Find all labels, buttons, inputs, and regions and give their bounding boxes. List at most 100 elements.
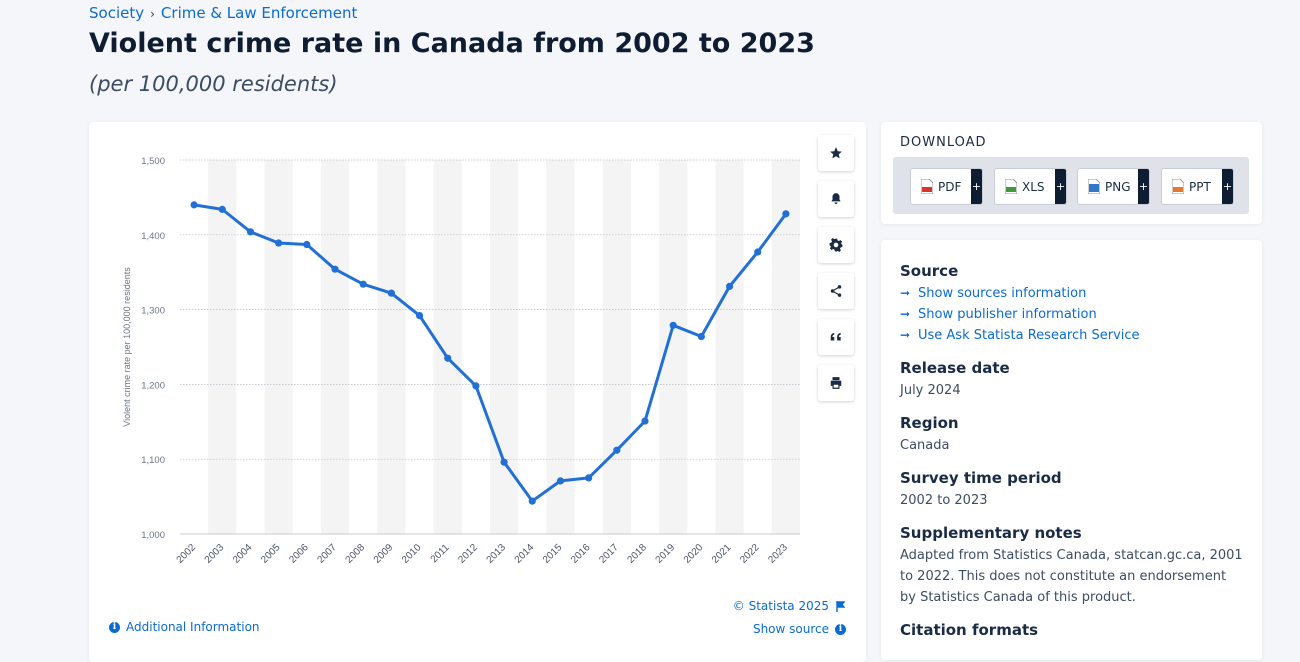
share-icon	[830, 285, 842, 297]
download-png-button[interactable]: PNG +	[1077, 168, 1150, 205]
info-icon: i	[109, 621, 120, 633]
source-heading: Source	[900, 262, 959, 280]
ask-statista-link[interactable]: ➞ Use Ask Statista Research Service	[900, 325, 1245, 346]
data-point	[697, 332, 705, 341]
region-value: Canada	[900, 438, 950, 453]
x-tick-label: 2010	[400, 542, 424, 566]
survey-period-heading: Survey time period	[900, 469, 1062, 487]
print-button[interactable]	[818, 365, 854, 401]
breadcrumb: Society › Crime & Law Enforcement	[89, 4, 357, 22]
x-tick-label: 2017	[597, 542, 621, 566]
flag-icon[interactable]	[836, 600, 846, 612]
x-tick-label: 2003	[203, 542, 227, 566]
info-icon: i	[835, 623, 846, 635]
star-icon	[830, 147, 842, 159]
column-band	[659, 160, 688, 534]
data-point	[331, 265, 339, 273]
column-band	[264, 160, 293, 534]
data-point	[303, 240, 311, 249]
y-tick-label: 1,400	[141, 231, 165, 242]
x-tick-label: 2011	[429, 542, 452, 565]
download-bar: PDF + XLS + PNG + PPT +	[893, 157, 1249, 214]
column-band	[546, 160, 575, 534]
plus-icon: +	[1138, 169, 1149, 204]
data-point	[218, 205, 226, 213]
breadcrumb-item-crime[interactable]: Crime & Law Enforcement	[160, 4, 358, 22]
region-heading: Region	[900, 414, 959, 432]
x-tick-label: 2020	[682, 542, 706, 566]
data-point	[725, 282, 734, 291]
y-tick-label: 1,300	[141, 306, 165, 317]
x-tick-label: 2021	[710, 542, 734, 566]
arrow-right-icon: ➞	[900, 307, 911, 321]
release-date-value: July 2024	[900, 383, 961, 398]
show-sources-link[interactable]: ➞ Show sources information	[900, 283, 1245, 304]
ppt-file-icon	[1172, 179, 1184, 194]
survey-period-value: 2002 to 2023	[900, 493, 988, 508]
data-point	[641, 417, 649, 425]
y-tick-label: 1,200	[141, 380, 165, 391]
data-point	[500, 458, 508, 466]
chart-card: 1,000 1,100 1,200 1,300 1,400 1,500 Violent cr…	[89, 122, 866, 662]
column-band	[602, 160, 631, 534]
additional-information-link[interactable]: i Additional Information	[109, 620, 260, 634]
data-point	[782, 210, 790, 218]
column-band	[771, 160, 800, 534]
quote-icon	[830, 332, 841, 341]
x-tick-label: 2016	[569, 542, 593, 566]
download-card: DOWNLOAD PDF + XLS + PNG + PPT +	[881, 122, 1262, 224]
share-button[interactable]	[818, 273, 854, 309]
x-tick-label: 2009	[372, 542, 396, 566]
x-tick-label: 2008	[344, 542, 368, 566]
supplementary-notes-heading: Supplementary notes	[900, 524, 1082, 542]
x-tick-label: 2013	[485, 542, 509, 566]
page-subtitle: (per 100,000 residents)	[89, 72, 338, 96]
show-publisher-link[interactable]: ➞ Show publisher information	[900, 304, 1245, 325]
breadcrumb-item-society[interactable]: Society	[89, 4, 145, 22]
column-band	[715, 160, 744, 534]
y-axis-label: Violent crime rate per 100,000 residents	[122, 267, 132, 427]
copyright-text: © Statista 2025	[732, 599, 829, 613]
download-title: DOWNLOAD	[900, 135, 987, 150]
copyright-notice: © Statista 2025	[733, 599, 846, 613]
show-sources-label: Show sources information	[918, 286, 1087, 301]
additional-information-label: Additional Information	[126, 620, 260, 634]
cite-button[interactable]	[818, 319, 854, 355]
x-tick-label: 2002	[175, 542, 199, 566]
x-tick-label: 2005	[259, 542, 283, 566]
xls-file-icon	[1005, 179, 1017, 194]
favorite-button[interactable]	[818, 135, 854, 171]
xls-label: XLS	[1022, 179, 1045, 194]
y-tick-label: 1,100	[141, 455, 165, 466]
ppt-label: PPT	[1189, 179, 1211, 194]
plus-icon: +	[971, 169, 982, 204]
data-point	[444, 354, 452, 362]
notification-button[interactable]	[818, 181, 854, 217]
x-tick-label: 2022	[738, 542, 762, 566]
show-publisher-label: Show publisher information	[918, 307, 1097, 322]
download-xls-button[interactable]: XLS +	[994, 168, 1067, 205]
column-band	[433, 160, 462, 534]
download-ppt-button[interactable]: PPT +	[1161, 168, 1234, 205]
show-source-link[interactable]: Show source i	[753, 622, 846, 636]
plus-icon: +	[1222, 169, 1233, 204]
supplementary-notes-value: Adapted from Statistics Canada, statcan.…	[900, 548, 1243, 605]
data-point	[585, 474, 593, 482]
statistic-info-card: Source ➞ Show sources information ➞ Show p…	[881, 240, 1262, 660]
x-tick-label: 2023	[766, 542, 790, 566]
y-tick-label: 1,500	[141, 156, 165, 167]
arrow-right-icon: ➞	[900, 328, 911, 342]
y-tick-label: 1,000	[141, 530, 165, 541]
download-pdf-button[interactable]: PDF +	[910, 168, 983, 205]
x-tick-label: 2012	[456, 542, 480, 566]
arrow-right-icon: ➞	[900, 286, 911, 300]
data-point	[754, 248, 762, 256]
x-tick-label: 2018	[625, 542, 649, 566]
pdf-file-icon	[921, 179, 933, 194]
x-tick-label: 2007	[315, 542, 339, 566]
settings-button[interactable]	[818, 227, 854, 263]
data-point	[669, 321, 677, 329]
release-date-heading: Release date	[900, 359, 1010, 377]
x-tick-label: 2006	[287, 542, 311, 566]
data-point	[275, 239, 283, 247]
